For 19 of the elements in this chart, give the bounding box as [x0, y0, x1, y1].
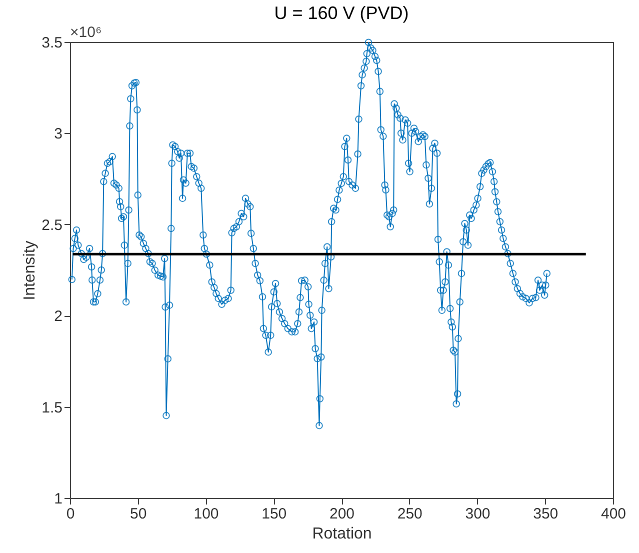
chart-title: U = 160 V (PVD): [274, 3, 409, 23]
x-axis-title: Rotation: [312, 526, 372, 542]
x-tick-label: 350: [533, 506, 558, 522]
y-tick-label: 3.5: [42, 34, 62, 52]
y-tick-label: 2: [54, 308, 62, 326]
y-tick-label: 2.5: [42, 216, 62, 234]
x-tick-label: 300: [465, 506, 490, 522]
x-tick-label: 250: [397, 506, 422, 522]
y-tick-label: 3: [54, 126, 62, 143]
x-tick-label: 100: [194, 506, 219, 522]
y-tick-label: 1.5: [42, 399, 62, 416]
x-tick-label: 50: [130, 506, 147, 522]
x-tick-label: 200: [329, 506, 355, 522]
text: ×10⁶: [70, 24, 102, 41]
y-tick-label: 1: [54, 490, 62, 508]
x-tick-label: 400: [600, 506, 626, 522]
x-tick-label: 0: [66, 506, 75, 522]
x-tick-label: 150: [262, 506, 287, 522]
y-axis-title: Intensity: [22, 240, 39, 300]
